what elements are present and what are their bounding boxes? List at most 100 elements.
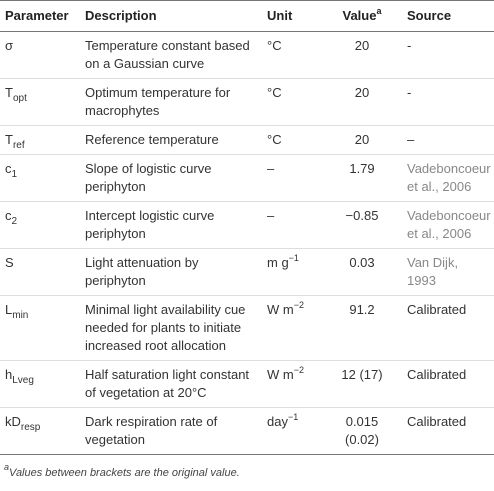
source-cell: Vadeboncoeur et al., 2006 [402,154,494,202]
parameter: S [5,255,14,270]
unit: W m [267,367,294,382]
parameter-cell: hLveg [0,360,80,408]
unit: – [267,161,275,176]
footnote-text: Values between brackets are the original… [9,467,240,479]
unit-superscript: −1 [287,412,299,422]
value-cell: 12 (17) [322,360,402,408]
table-row: σ Temperature constant based on a Gaussia… [0,32,494,79]
description-cell: Reference temperature [80,125,262,155]
parameter: c [5,161,12,176]
header-text: Value [342,8,377,23]
parameter: L [5,302,13,317]
source-cell: Calibrated [402,295,494,361]
parameter-subscript: 1 [11,169,18,180]
column-header: Source [402,0,494,32]
parameter: T [5,85,13,100]
source-cell: Van Dijk, 1993 [402,248,494,296]
parameter-subscript: 2 [11,216,18,227]
header-text: Description [85,8,157,23]
unit: m g [267,255,289,270]
header-row: Parameter Description Unit Valuea Source [0,0,494,32]
value-cell: 20 [322,78,402,126]
table-row: c2 Intercept logistic curve periphyton – −0… [0,201,494,249]
table-row: kDresp Dark respiration rate of vegetatio… [0,407,494,455]
description-cell: Minimal light availability cue needed fo… [80,295,262,361]
parameter-table: Parameter Description Unit Valuea Source σ Te… [0,0,494,455]
parameter-cell: c1 [0,154,80,202]
unit-cell: W m−2 [262,360,322,408]
description-cell: Optimum temperature for macrophytes [80,78,262,126]
parameter: h [5,367,13,382]
parameter-subscript: opt [12,93,27,104]
table-row: c1 Slope of logistic curve periphyton –1.7… [0,154,494,202]
value-cell: 0.015 (0.02) [322,407,402,455]
unit-cell: °C [262,32,322,79]
parameter-cell: Lmin [0,295,80,361]
source-cell: Vadeboncoeur et al., 2006 [402,201,494,249]
value-cell: 20 [322,125,402,155]
unit: °C [267,85,282,100]
source-cell: - [407,38,412,53]
unit-superscript: −1 [288,253,299,263]
description-cell: Dark respiration rate of vegetation [80,407,262,455]
unit-superscript: −2 [293,300,304,310]
parameter-cell: σ [0,32,80,79]
unit-cell: m g−1 [262,248,322,296]
unit: W m [267,302,294,317]
parameter: T [5,132,13,147]
parameter-cell: Tref [0,125,80,155]
unit-cell: – [262,154,322,202]
source-cell: – [402,125,494,155]
column-header: Description [80,0,262,32]
parameter-subscript: resp [20,422,41,433]
unit-cell: °C [262,125,322,155]
description-cell: Temperature constant based on a Gaussian… [85,38,250,71]
table-header: Parameter Description Unit Valuea Source [0,0,494,32]
table-row: Tref Reference temperature °C 20– [0,125,494,155]
table-row: Topt Optimum temperature for macrophytes °… [0,78,494,126]
value-cell: 91.2 [322,295,402,361]
unit-cell: – [262,201,322,249]
description-cell: Half saturation light constant of vegeta… [80,360,262,408]
header-text: Parameter [5,8,69,23]
parameter-subscript: min [12,310,29,321]
parameter-cell: Topt [0,78,80,126]
parameter-subscript: Lveg [12,375,34,386]
unit-cell: W m−2 [262,295,322,361]
unit: °C [267,38,282,53]
source-cell: Calibrated [402,407,494,455]
page: Parameter Description Unit Valuea Source σ Te… [0,0,494,479]
description-cell: Intercept logistic curve periphyton [80,201,262,249]
parameter: σ [5,38,14,53]
source-cell: - [402,78,494,126]
column-header: Unit [262,0,322,32]
column-header: Valuea [322,0,402,32]
header-text: Unit [267,8,293,23]
unit-superscript: −2 [293,365,304,375]
parameter-cell: c2 [0,201,80,249]
unit-cell: day−1 [262,407,322,455]
value-cell: 0.03 [322,248,402,296]
header-text-superscript: a [376,6,382,16]
column-header: Parameter [0,0,80,32]
description-cell: Light attenuation by periphyton [80,248,262,296]
unit-cell: °C [262,78,322,126]
value-cell: 20 [354,38,370,53]
value-cell: 1.79 [322,154,402,202]
parameter: c [5,208,12,223]
value-cell: −0.85 [322,201,402,249]
unit: day [267,414,288,429]
source-cell: Calibrated [402,360,494,408]
unit: – [267,208,275,223]
parameter-subscript: ref [12,140,25,151]
parameter-cell: kDresp [0,407,80,455]
footnote: aValues between brackets are the origina… [0,455,494,491]
parameter-cell: S [0,248,80,296]
table-body: σ Temperature constant based on a Gaussia… [0,32,494,455]
table-row: Lmin Minimal light availability cue neede… [0,295,494,361]
unit: °C [267,132,282,147]
header-text: Source [407,8,452,23]
description-cell: Slope of logistic curve periphyton [80,154,262,202]
parameter: kD [5,414,21,429]
table-row: hLveg Half saturation light constant of v… [0,360,494,408]
